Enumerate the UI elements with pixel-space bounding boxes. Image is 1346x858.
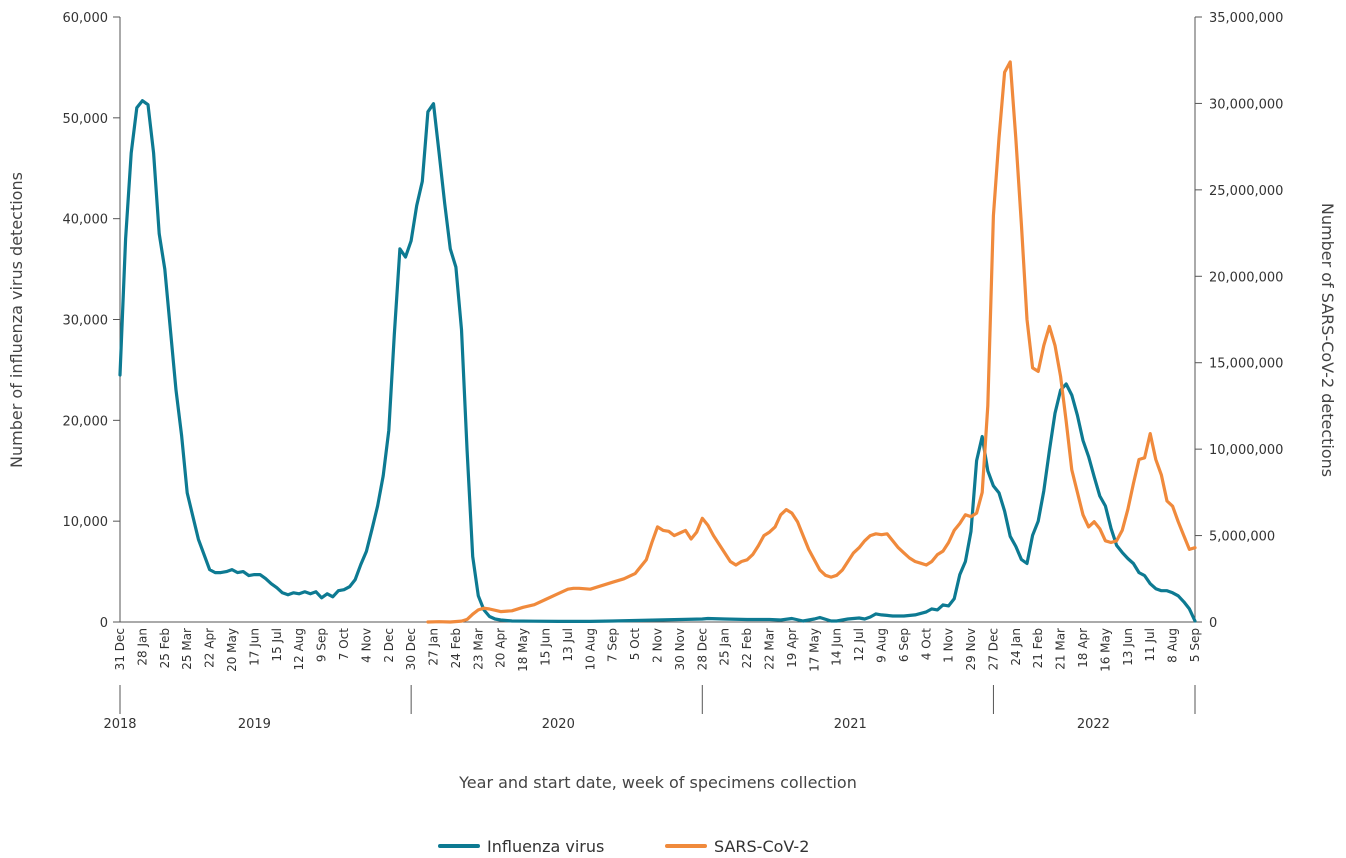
x-week-tick-label: 5 Sep — [1188, 628, 1202, 662]
x-week-tick-label: 2 Nov — [651, 628, 665, 663]
x-week-tick-label: 21 Feb — [1031, 628, 1045, 668]
left-y-tick-labels: 0 10,000 20,000 30,000 40,000 50,000 60,000 — [63, 11, 120, 631]
x-week-tick-label: 21 Mar — [1054, 628, 1068, 670]
x-week-tick-label: 2 Dec — [382, 628, 396, 663]
x-week-tick-label: 25 Jan — [718, 628, 732, 666]
x-week-tick-label: 22 Feb — [740, 628, 754, 668]
legend-label-sars-cov-2: SARS-CoV-2 — [714, 837, 809, 856]
x-week-tick-label: 27 Dec — [986, 628, 1000, 670]
x-week-tick-label: 9 Sep — [315, 628, 329, 662]
x-week-tick-label: 14 Jun — [830, 628, 844, 666]
x-axis-title: Year and start date, week of specimens c… — [458, 773, 857, 792]
x-week-tick-labels: 31 Dec 28 Jan 25 Feb 25 Mar 22 Apr 20 May 17 J… — [113, 628, 1202, 672]
x-week-tick-label: 19 Apr — [785, 628, 799, 668]
right-y-tick-label: 20,000,000 — [1209, 270, 1283, 285]
series-line-sars-cov-2 — [426, 60, 1197, 624]
legend-item-influenza: Influenza virus — [438, 837, 604, 856]
x-week-tick-label: 22 Apr — [203, 628, 217, 668]
series-line-influenza-virus — [118, 99, 1197, 624]
right-y-tick-label: 5,000,000 — [1209, 530, 1275, 545]
right-y-tick-label: 25,000,000 — [1209, 184, 1283, 199]
x-week-tick-label: 18 Apr — [1076, 628, 1090, 668]
x-week-tick-label: 9 Aug — [874, 628, 888, 663]
legend-item-sars-cov-2: SARS-CoV-2 — [665, 837, 809, 856]
x-week-tick-label: 10 Aug — [583, 628, 597, 671]
x-week-tick-label: 29 Nov — [964, 628, 978, 671]
x-week-tick-label: 16 May — [1098, 628, 1112, 672]
x-week-tick-label: 18 May — [516, 628, 530, 672]
right-y-axis-title: Number of SARS-CoV-2 detections — [1318, 203, 1337, 477]
x-week-tick-label: 23 Mar — [471, 628, 485, 670]
x-week-tick-label: 17 Jun — [247, 628, 261, 666]
series-lines — [118, 60, 1197, 624]
x-week-tick-label: 7 Sep — [606, 628, 620, 662]
x-week-tick-label: 22 Mar — [762, 628, 776, 670]
right-y-tick-labels: 0 5,000,000 10,000,000 15,000,000 20,000,000… — [1195, 11, 1283, 631]
x-week-tick-label: 5 Oct — [628, 628, 642, 660]
right-y-tick-label: 10,000,000 — [1209, 443, 1283, 458]
x-week-tick-label: 28 Jan — [135, 628, 149, 666]
right-y-tick-label: 30,000,000 — [1209, 97, 1283, 112]
left-y-axis: 0 10,000 20,000 30,000 40,000 50,000 60,000 — [63, 11, 121, 631]
right-y-tick-label: 35,000,000 — [1209, 11, 1283, 26]
x-week-tick-label: 15 Jun — [539, 628, 553, 666]
right-y-tick-label: 0 — [1209, 616, 1217, 631]
left-y-tick-label: 0 — [100, 616, 108, 631]
x-week-tick-label: 25 Mar — [180, 628, 194, 670]
x-year-labels: 2018 2019 2020 2021 2022 — [103, 685, 1196, 732]
legend-label-influenza: Influenza virus — [487, 837, 604, 856]
x-year-label: 2018 — [103, 717, 136, 732]
x-week-tick-label: 8 Aug — [1166, 628, 1180, 663]
right-y-axis: 0 5,000,000 10,000,000 15,000,000 20,000,000… — [1194, 11, 1283, 631]
left-y-tick-label: 20,000 — [63, 414, 109, 429]
x-week-tick-label: 15 Jul — [270, 628, 284, 662]
left-y-tick-label: 10,000 — [63, 515, 109, 530]
x-week-tick-label: 30 Nov — [673, 628, 687, 671]
x-year-label: 2020 — [542, 717, 575, 732]
left-y-tick-label: 50,000 — [63, 112, 109, 127]
x-week-tick-label: 12 Aug — [292, 628, 306, 671]
x-year-label: 2021 — [834, 717, 867, 732]
x-week-tick-label: 17 May — [807, 628, 821, 672]
x-week-tick-label: 6 Sep — [897, 628, 911, 662]
x-week-tick-label: 20 May — [225, 628, 239, 672]
left-y-axis-title: Number of influenza virus detections — [7, 172, 26, 468]
x-week-tick-label: 30 Dec — [404, 628, 418, 670]
x-week-tick-label: 4 Nov — [359, 628, 373, 663]
x-week-tick-label: 28 Dec — [695, 628, 709, 670]
x-week-tick-label: 13 Jun — [1121, 628, 1135, 666]
x-week-tick-label: 25 Feb — [158, 628, 172, 668]
legend: Influenza virus SARS-CoV-2 — [438, 837, 809, 856]
right-y-tick-label: 15,000,000 — [1209, 357, 1283, 372]
x-week-tick-label: 31 Dec — [113, 628, 127, 670]
left-y-tick-label: 60,000 — [63, 11, 109, 26]
x-axis: 31 Dec 28 Jan 25 Feb 25 Mar 22 Apr 20 May 17 J… — [103, 621, 1202, 732]
x-week-tick-label: 13 Jul — [561, 628, 575, 662]
x-week-tick-label: 20 Apr — [494, 628, 508, 668]
x-week-tick-label: 1 Nov — [942, 628, 956, 663]
x-week-tick-label: 12 Jul — [852, 628, 866, 662]
x-week-tick-label: 4 Oct — [919, 628, 933, 660]
x-week-tick-label: 24 Jan — [1009, 628, 1023, 666]
left-y-tick-label: 30,000 — [63, 314, 109, 329]
x-week-tick-label: 27 Jan — [427, 628, 441, 666]
x-week-tick-label: 11 Jul — [1143, 628, 1157, 662]
left-y-tick-label: 40,000 — [63, 213, 109, 228]
x-year-label: 2019 — [238, 717, 271, 732]
x-week-tick-label: 24 Feb — [449, 628, 463, 668]
x-year-label: 2022 — [1077, 717, 1110, 732]
x-week-tick-label: 7 Oct — [337, 628, 351, 660]
